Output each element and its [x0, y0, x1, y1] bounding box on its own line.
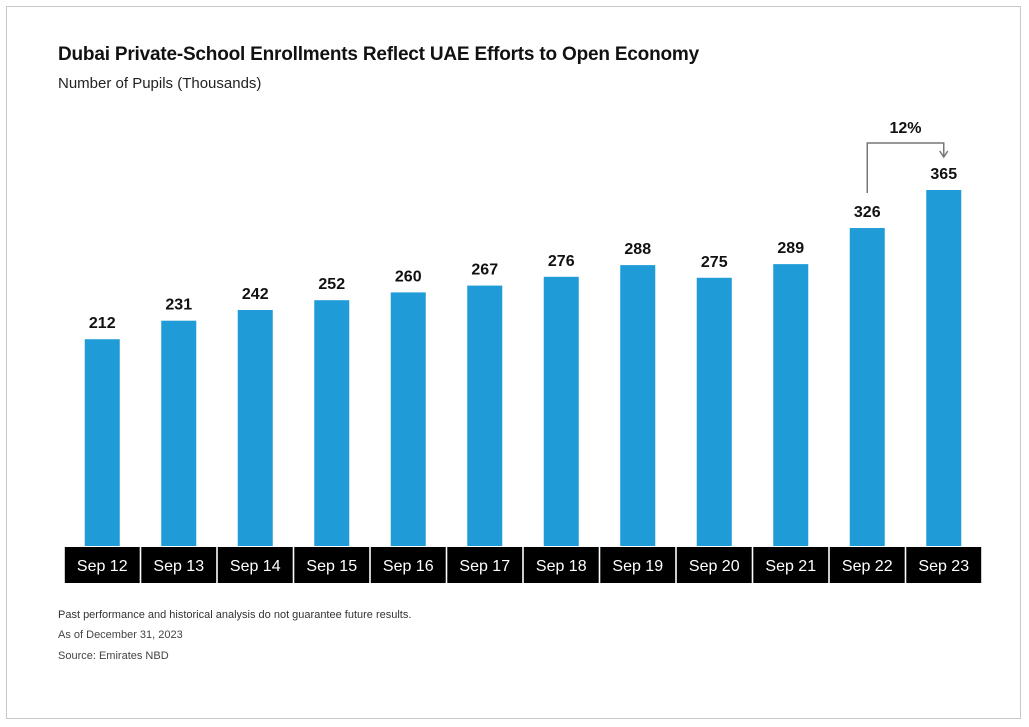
- source-note: Source: Emirates NBD: [58, 650, 169, 662]
- x-tick-box: [447, 547, 523, 583]
- data-label: 365: [930, 166, 957, 183]
- x-tick-box: [294, 547, 370, 583]
- x-tick-label: Sep 13: [153, 558, 204, 575]
- bar-sep-17: [467, 285, 503, 546]
- bar-sep-16: [390, 292, 426, 546]
- x-tick-label: Sep 22: [842, 558, 893, 575]
- x-tick-box: [600, 547, 676, 583]
- data-label: 326: [854, 204, 881, 221]
- x-tick-box: [523, 547, 599, 583]
- x-tick-box: [676, 547, 752, 583]
- x-tick-box: [829, 547, 905, 583]
- data-label: 276: [548, 253, 575, 270]
- data-label: 242: [242, 286, 269, 303]
- x-tick-label: Sep 16: [383, 558, 434, 575]
- bar-sep-18: [543, 276, 579, 546]
- x-tick-label: Sep 19: [612, 558, 663, 575]
- x-tick-box: [141, 547, 217, 583]
- bar-sep-12: [84, 339, 120, 546]
- x-tick-label: Sep 21: [765, 558, 816, 575]
- x-tick-box: [906, 547, 982, 583]
- growth-bracket: [866, 142, 945, 193]
- bar-sep-13: [161, 320, 197, 546]
- data-label: 231: [165, 297, 192, 314]
- growth-annotation: 12%: [866, 120, 949, 193]
- growth-percent-label: 12%: [889, 120, 921, 137]
- bars-layer: [84, 190, 962, 546]
- x-tick-label: Sep 17: [459, 558, 510, 575]
- x-tick-label: Sep 14: [230, 558, 281, 575]
- data-label: 260: [395, 268, 422, 285]
- x-tick-label: Sep 23: [918, 558, 969, 575]
- bar-sep-22: [849, 228, 885, 546]
- data-label: 267: [471, 262, 498, 279]
- bar-sep-15: [314, 300, 350, 546]
- chart-title: Dubai Private-School Enrollments Reflect…: [58, 44, 699, 65]
- data-labels-layer: 212 231 242 252 260 267 276 288 275 289 326 365: [89, 166, 957, 332]
- data-label: 252: [318, 276, 345, 293]
- x-tick-box: [753, 547, 829, 583]
- bar-sep-14: [237, 309, 273, 546]
- bar-sep-21: [773, 264, 809, 546]
- x-tick-label: Sep 18: [536, 558, 587, 575]
- x-tick-box: [217, 547, 293, 583]
- x-tick-box: [370, 547, 446, 583]
- x-tick-box: [64, 547, 140, 583]
- x-tick-label: Sep 20: [689, 558, 740, 575]
- as-of-date: As of December 31, 2023: [58, 629, 183, 641]
- disclaimer-note: Past performance and historical analysis…: [58, 609, 412, 621]
- bar-sep-20: [696, 277, 732, 546]
- x-axis-labels-layer: Sep 12 Sep 13 Sep 14 Sep 15 Sep 16 Sep 17 Sep …: [64, 547, 982, 583]
- chart-subtitle: Number of Pupils (Thousands): [58, 75, 262, 92]
- bar-sep-23: [926, 190, 962, 546]
- arrow-down-icon: [939, 150, 949, 159]
- data-label: 275: [701, 254, 728, 271]
- x-tick-label: Sep 15: [306, 558, 357, 575]
- data-label: 212: [89, 315, 116, 332]
- data-label: 289: [777, 240, 804, 257]
- data-label: 288: [624, 241, 651, 258]
- bar-sep-19: [620, 265, 656, 546]
- x-tick-label: Sep 12: [77, 558, 128, 575]
